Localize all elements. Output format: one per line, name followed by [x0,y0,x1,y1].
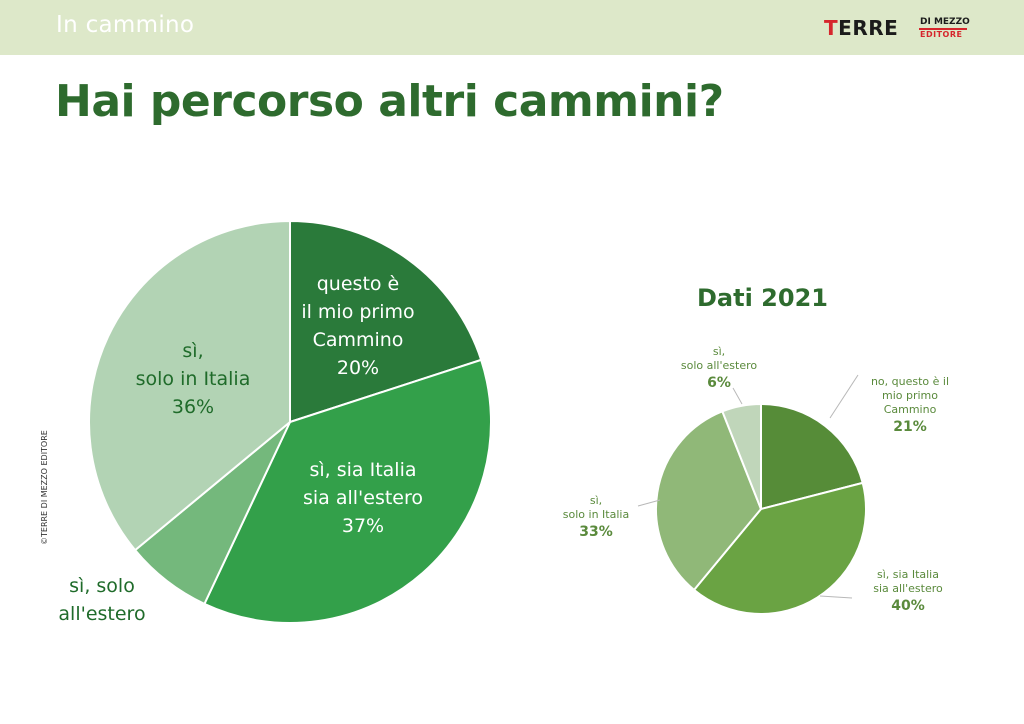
main-slice-0 [289,219,483,424]
logo-subtitle-bottom: EDITORE [920,30,963,39]
slice-label-line: solo in Italia [562,508,630,521]
slice-percent-label: 20% [336,357,380,379]
pie-chart-main [88,219,492,624]
y2021-slice-label-1: sì, sia Italia sia all'estero 40% [808,568,1008,616]
slice-label-line: il mio primo [301,301,415,323]
slice-label-line: mio primo [881,389,938,402]
slice-label-line: solo in Italia [135,368,251,390]
y2021-slice-3 [721,402,762,510]
slice-label-line: no, questo è il [870,375,950,388]
slice-label-line: sì, sia Italia [877,568,939,581]
publisher-logo: TERRE DI MEZZO EDITORE [824,16,974,42]
slice-percent-label: 37% [341,515,385,537]
y2021-slice-2 [655,410,763,592]
main-slice-label-3: sì, solo in Italia 36% [93,337,293,421]
y2021-slice-1 [692,481,867,615]
main-slice-3 [88,219,291,552]
slice-label-line: sì, sia Italia [309,459,417,481]
slice-label-line: Cammino [312,329,404,351]
y2021-slice-label-2: sì, solo in Italia 33% [496,494,696,542]
label-leader-lines [637,374,859,599]
slice-percent-label: 36% [171,396,215,418]
slice-percent-label: 40% [891,598,925,614]
slice-label-line: sì, [182,340,204,362]
slice-label-line: Cammino [883,403,937,416]
slice-label-line: solo all'estero [680,359,758,372]
leader-line-0 [829,374,859,419]
slice-percent-label: 33% [579,524,613,540]
main-slice-label-1: sì, sia Italia sia all'estero 37% [263,456,463,540]
slice-label-line: questo è [316,273,400,295]
chart-2021-title: Dati 2021 [697,284,828,312]
leader-line-2 [732,387,743,405]
main-slice-label-0: questo è il mio primo Cammino 20% [258,270,458,382]
header-bar: In cammino TERRE DI MEZZO EDITORE [0,0,1024,55]
slice-label-line: sì, [712,345,726,358]
y2021-slice-label-0: no, questo è il mio primo Cammino 21% [810,375,1010,437]
slice-label-line: sia all'estero [873,582,943,595]
y2021-slice-0 [760,402,864,511]
section-title: In cammino [56,12,195,38]
slice-label-line: sì, solo [69,575,135,597]
slice-label-line: all'estero [58,603,146,625]
slice-percent-label: 21% [893,419,927,435]
y2021-slice-label-3: sì, solo all'estero 6% [619,345,819,393]
leader-line-1 [637,499,661,507]
main-slice-label-2: sì, solo all'estero [2,572,202,628]
pie-chart-2021 [655,402,867,615]
logo-rest-letters: ERRE [838,16,899,40]
leader-line-3 [819,595,853,599]
main-slice-1 [203,358,492,624]
slice-label-line: sì, [589,494,603,507]
logo-wordmark: TERRE [824,16,898,40]
page-title: Hai percorso altri cammini? [55,76,724,127]
slice-percent-label: 6% [707,375,731,391]
logo-first-letter: T [824,16,839,40]
logo-divider [919,28,967,30]
slice-label-line: sia all'estero [302,487,424,509]
logo-subtitle-top: DI MEZZO [920,17,970,27]
